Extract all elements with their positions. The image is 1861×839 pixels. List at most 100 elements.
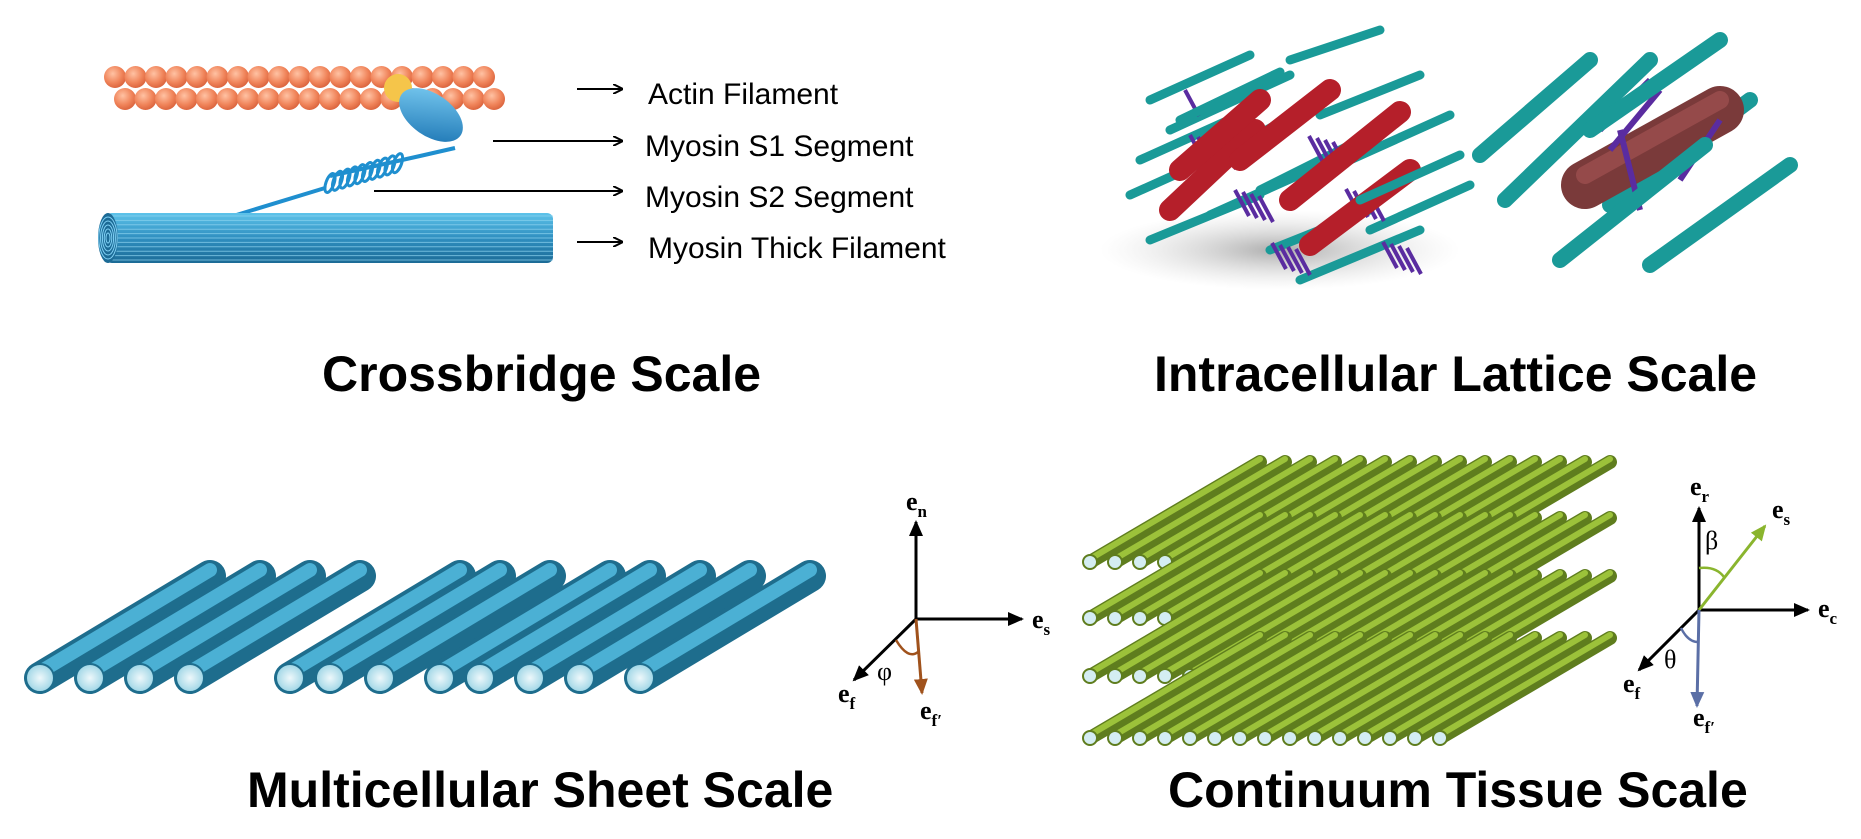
actin-bead (155, 88, 177, 110)
sheet-fiber-highlight (323, 563, 507, 679)
thin-filament (1315, 70, 1425, 120)
heading-intracellular-lattice-scale: Intracellular Lattice Scale (1154, 346, 1758, 402)
crossbridge-link (1294, 248, 1312, 276)
angle-theta-label: θ (1664, 645, 1676, 674)
actin-bead (247, 66, 270, 88)
sheet-fiber-end (315, 663, 345, 693)
thick-filament-ring (103, 228, 113, 248)
myosin-s1-head (384, 74, 463, 142)
axis-label-es: es (1032, 605, 1051, 639)
tissue-coordinate-axes (1637, 506, 1810, 708)
crossbridge-link (1233, 189, 1251, 217)
actin-bead (237, 88, 259, 110)
sheet-fiber-end (275, 663, 305, 693)
heading-crossbridge-scale: Crossbridge Scale (322, 346, 762, 402)
sheet-fiber-end (25, 663, 55, 693)
tissue-fiber-highlight (1212, 632, 1388, 738)
actin-bead (462, 88, 485, 110)
sheet-fiber-end (515, 663, 545, 693)
tissue-fiber-highlight (1387, 632, 1563, 738)
unit-cell-thin-filament (1472, 52, 1598, 163)
tissue-fiber-end (1257, 730, 1273, 746)
thin-filament (1295, 225, 1425, 285)
thick-filament-ring (100, 220, 116, 256)
tissue-fiber-highlight (1412, 632, 1588, 738)
actin-bead (350, 66, 372, 88)
tissue-fiber-end (1157, 668, 1173, 684)
crossbridge-link (1307, 135, 1325, 163)
angle-phi-label: φ (877, 657, 892, 686)
unit-cell-crossbridge (1607, 88, 1663, 152)
sheet-fiber-highlight (83, 563, 267, 679)
tissue-fiber-end (1132, 730, 1148, 746)
tissue-fiber-highlight (1112, 632, 1288, 738)
tissue-fiber-end (1132, 610, 1148, 626)
label-arrows (374, 89, 622, 242)
tissue-fiber-highlight (1162, 456, 1338, 562)
label-myosin-s1: Myosin S1 Segment (645, 130, 914, 163)
actin-bead (309, 66, 331, 88)
tissue-fiber-highlight (1137, 512, 1313, 618)
sheet-fiber-highlight (433, 563, 617, 679)
actin-bead (298, 88, 321, 110)
thick-filament-ring (105, 232, 111, 244)
tissue-fiber-end (1107, 730, 1123, 746)
axis-label-ef-tissue: ef (1623, 669, 1641, 703)
tissue-fiber-end (1182, 730, 1198, 746)
actin-bead (165, 66, 188, 88)
actin-bead (339, 88, 362, 110)
tissue-fiber-end (1382, 730, 1398, 746)
tissue-fiber-end (1082, 554, 1098, 570)
sheet-axis-labels: en es ef ef′ φ (838, 487, 1051, 730)
tissue-fiber-highlight (1162, 632, 1338, 738)
myosin-s2-segment (219, 146, 456, 222)
thin-filament (1285, 25, 1385, 65)
tissue-fiber-highlight (1087, 512, 1263, 618)
crossbridge-link (1270, 242, 1288, 270)
actin-bead (216, 88, 239, 110)
actin-bead (206, 66, 229, 88)
unit-cell-thin-filament (1582, 32, 1728, 138)
actin-bead (329, 66, 352, 88)
heading-multicellular-sheet-scale: Multicellular Sheet Scale (247, 762, 834, 818)
tissue-fiber-highlight (1287, 632, 1463, 738)
tissue-fiber-end (1107, 554, 1123, 570)
crossbridge-link (1381, 241, 1399, 269)
lattice-unit-cell (1472, 32, 1798, 273)
tissue-fiber-end (1082, 730, 1098, 746)
axis-label-ef: ef (838, 679, 856, 713)
sheet-fiber-end (425, 663, 455, 693)
tissue-fiber-end (1307, 730, 1323, 746)
actin-bead (257, 88, 280, 110)
actin-bead (483, 88, 505, 110)
crossbridge-link (1389, 243, 1407, 271)
tissue-fiber-end (1082, 668, 1098, 684)
thin-filament (1175, 67, 1285, 125)
thick-filament-ring (98, 216, 118, 260)
tissue-fiber-highlight (1137, 456, 1313, 562)
tissue-fiber-end (1107, 610, 1123, 626)
sheet-fiber-highlight (523, 563, 707, 679)
tissue-fiber-end (1132, 668, 1148, 684)
lattice-illustration (1100, 25, 1798, 290)
tissue-fiber-highlight (1137, 632, 1313, 738)
actin-bead (124, 66, 147, 88)
tissue-fiber-highlight (1162, 512, 1338, 618)
coil-turn (390, 152, 405, 175)
actin-bead (227, 66, 249, 88)
sheet-coordinate-axes (852, 520, 1024, 695)
tissue-fiber-highlight (1112, 456, 1288, 562)
actin-bead (268, 66, 290, 88)
sheet-fiber-end (175, 663, 205, 693)
unit-cell-thin-filament (1642, 157, 1798, 273)
tissue-fiber-end (1432, 730, 1448, 746)
heading-continuum-tissue-scale: Continuum Tissue Scale (1168, 762, 1748, 818)
crossbridge-link (1405, 247, 1423, 275)
actin-bead (452, 66, 475, 88)
unit-cell-thin-filament (1497, 52, 1658, 208)
thick-filament-rod (1229, 79, 1341, 171)
tissue-fiber-end (1132, 554, 1148, 570)
actin-bead (175, 88, 198, 110)
